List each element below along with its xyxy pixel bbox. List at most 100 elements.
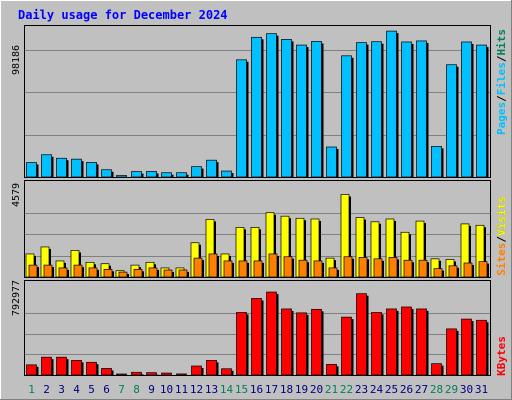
day-label: 5 <box>88 383 95 396</box>
day-label: 8 <box>133 383 140 396</box>
files-bar <box>371 41 382 178</box>
legend-pages: Pages <box>495 102 508 135</box>
day-label: 16 <box>250 383 263 396</box>
files-bar <box>146 171 157 178</box>
day-label: 6 <box>103 383 110 396</box>
sites-bar <box>448 265 458 278</box>
sites-bar <box>223 260 233 278</box>
day-label: 4 <box>73 383 80 396</box>
files-bar <box>296 44 307 178</box>
chart-title: Daily usage for December 2024 <box>18 8 228 22</box>
sites-bar <box>313 260 323 278</box>
day-label: 3 <box>58 383 65 396</box>
day-label: 18 <box>280 383 293 396</box>
sites-bar <box>253 260 263 278</box>
day-label: 23 <box>355 383 368 396</box>
legend-sep-3: / <box>495 236 508 243</box>
sites-bar <box>463 262 473 278</box>
files-bar <box>341 55 352 178</box>
files-bar <box>116 175 127 178</box>
kbytes-bar <box>116 373 127 376</box>
files-bar <box>236 59 247 178</box>
files-bar <box>26 162 37 178</box>
sites-bar <box>178 269 188 278</box>
panel2-ymax-label: 4579 <box>11 183 22 207</box>
kbytes-bar <box>311 308 322 376</box>
files-bar <box>101 169 112 178</box>
sites-bar <box>373 258 383 278</box>
sites-bar <box>43 264 53 278</box>
files-bar <box>176 172 187 178</box>
kbytes-bar <box>221 368 232 376</box>
day-label: 12 <box>190 383 203 396</box>
sites-bar <box>283 256 293 278</box>
day-label: 9 <box>148 383 155 396</box>
sites-bar <box>478 261 488 278</box>
kbytes-bar <box>86 361 97 376</box>
day-label: 15 <box>235 383 248 396</box>
panel1-legend: Pages/Files/Hits <box>495 29 508 135</box>
files-bar <box>191 166 202 178</box>
sites-bar <box>238 260 248 278</box>
files-bar <box>206 159 217 178</box>
sites-bar <box>268 253 278 278</box>
sites-bar <box>148 267 158 278</box>
sites-bar <box>358 257 368 278</box>
kbytes-bar <box>191 365 202 376</box>
files-bar <box>461 41 472 178</box>
kbytes-bar <box>446 328 457 376</box>
kbytes-bar <box>401 306 412 376</box>
files-bar <box>431 145 442 178</box>
day-label: 14 <box>220 383 234 396</box>
kbytes-bar <box>146 372 157 376</box>
files-bar <box>161 172 172 178</box>
sites-bar <box>433 268 443 278</box>
day-label: 29 <box>445 383 458 396</box>
kbytes-bar <box>251 298 262 376</box>
files-bar <box>476 44 487 178</box>
sites-bar <box>118 271 128 278</box>
sites-bar <box>328 267 338 278</box>
day-label: 28 <box>430 383 443 396</box>
kbytes-bar <box>326 364 337 376</box>
files-bar <box>266 33 277 178</box>
files-bar <box>251 36 262 178</box>
sites-bar <box>388 257 398 278</box>
kbytes-bar <box>176 373 187 376</box>
kbytes-bar <box>461 318 472 376</box>
files-bar <box>86 162 97 178</box>
day-label: 27 <box>415 383 428 396</box>
day-label: 19 <box>295 383 308 396</box>
files-bar <box>386 30 397 178</box>
day-label: 7 <box>118 383 125 396</box>
day-label: 22 <box>340 383 353 396</box>
kbytes-bar <box>41 356 52 376</box>
day-label: 25 <box>385 383 398 396</box>
day-label: 31 <box>475 383 488 396</box>
kbytes-bar <box>296 312 307 376</box>
sites-bar <box>73 264 83 278</box>
legend-sep-1: / <box>495 95 508 102</box>
kbytes-bar <box>101 368 112 376</box>
legend-files: Files <box>495 62 508 95</box>
files-bar <box>326 146 337 178</box>
panel3-ymax-label: 792977 <box>11 280 22 316</box>
kbytes-bar <box>371 312 382 376</box>
files-bar <box>311 41 322 178</box>
sites-bar <box>418 259 428 278</box>
day-label: 26 <box>400 383 413 396</box>
kbytes-bar <box>341 316 352 376</box>
sites-bar <box>88 267 98 278</box>
day-label: 30 <box>460 383 473 396</box>
day-label: 17 <box>265 383 278 396</box>
sites-bar <box>28 264 38 278</box>
legend-visits: Visits <box>495 196 508 236</box>
files-bar <box>281 39 292 178</box>
day-label: 21 <box>325 383 338 396</box>
kbytes-bar <box>476 319 487 376</box>
kbytes-bar <box>161 372 172 376</box>
sites-bar <box>343 256 353 278</box>
files-bar <box>416 40 427 178</box>
